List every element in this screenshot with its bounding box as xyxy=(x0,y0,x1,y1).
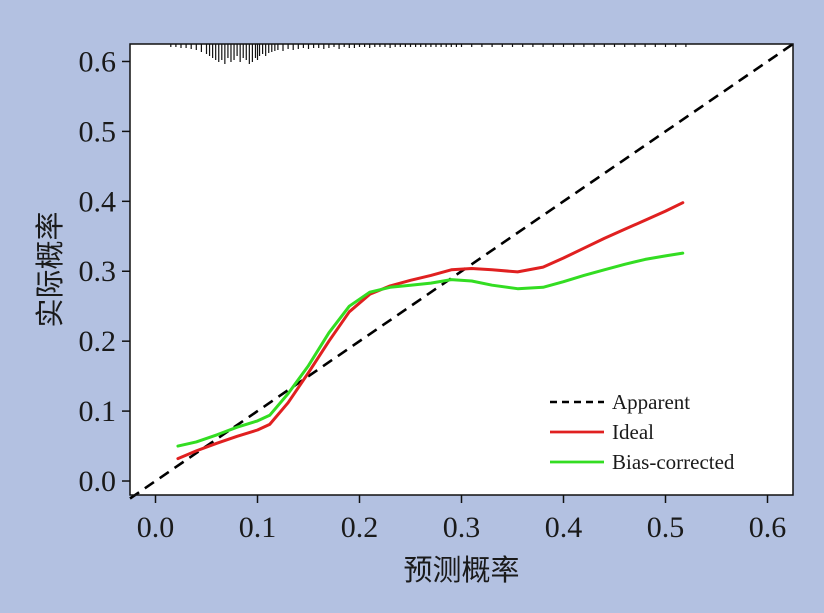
y-tick-label: 0.1 xyxy=(79,395,117,428)
y-axis: 0.0 0.1 0.2 0.3 0.4 0.5 0.6 xyxy=(79,45,130,498)
legend-label: Bias-corrected xyxy=(612,450,735,474)
y-tick-label: 0.5 xyxy=(79,115,117,148)
series-line-apparent xyxy=(129,42,794,500)
x-tick-label: 0.6 xyxy=(749,511,787,544)
plot-frame xyxy=(129,43,794,496)
y-tick-label: 0.3 xyxy=(79,255,117,288)
x-tick-label: 0.2 xyxy=(341,511,379,544)
x-tick-label: 0.0 xyxy=(137,511,175,544)
y-tick-label: 0.6 xyxy=(79,45,117,78)
y-tick-label: 0.0 xyxy=(79,465,117,498)
rug-marks xyxy=(170,44,687,64)
y-axis-title: 实际概率 xyxy=(33,211,67,327)
y-tick-label: 0.4 xyxy=(79,185,117,218)
series-line-bias-corrected xyxy=(176,251,685,448)
x-tick-label: 0.1 xyxy=(239,511,277,544)
y-tick-label: 0.2 xyxy=(79,325,117,358)
legend-label: Ideal xyxy=(612,420,654,444)
series-lines xyxy=(129,42,794,500)
x-axis: 0.0 0.1 0.2 0.3 0.4 0.5 0.6 xyxy=(137,495,787,544)
x-axis-title: 预测概率 xyxy=(403,553,519,587)
x-tick-label: 0.4 xyxy=(545,511,583,544)
x-tick-label: 0.5 xyxy=(647,511,685,544)
series-line-ideal xyxy=(176,201,685,461)
legend: Apparent Ideal Bias-corrected xyxy=(550,390,735,474)
x-tick-label: 0.3 xyxy=(443,511,481,544)
legend-label: Apparent xyxy=(612,390,690,414)
